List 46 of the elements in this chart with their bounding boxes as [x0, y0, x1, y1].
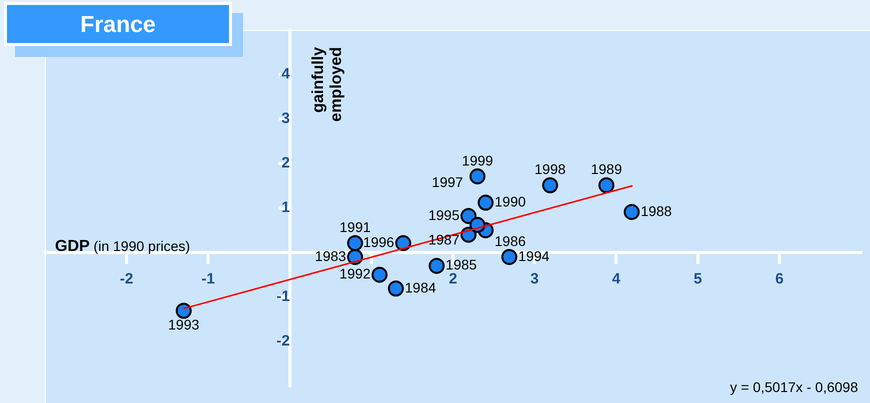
point [469, 168, 486, 184]
point [176, 302, 192, 319]
annotation: 1988 [640, 202, 672, 219]
annotation: 1998 [534, 161, 566, 178]
annotation: 1983 [314, 248, 346, 264]
x-tick-label: 5 [694, 270, 702, 288]
annotation: 1985 [446, 256, 478, 273]
x-tick-label: 6 [775, 270, 784, 288]
annotation: y = 0,5017x - 0,6098 [730, 379, 858, 395]
y-tick-label: 1 [281, 199, 290, 216]
annotation: 1992 [339, 266, 371, 282]
annotation: 1995 [428, 206, 460, 223]
y-tick-label: -2 [276, 332, 290, 350]
annotation: 1989 [590, 161, 622, 178]
annotation: 1986 [494, 233, 526, 250]
x-tick-label: -1 [202, 270, 215, 288]
y-tick-label: 2 [281, 154, 290, 172]
point [428, 258, 445, 274]
point [598, 177, 614, 194]
chart-title: France [7, 5, 229, 43]
annotation: 1999 [462, 152, 494, 168]
x-axis-title: GDP (in 1990 prices) [55, 238, 190, 255]
x-tick-label: 4 [612, 270, 622, 288]
annotation: 1996 [363, 234, 394, 250]
y-tick-label: 4 [281, 66, 290, 83]
x-tick-label: 3 [530, 270, 539, 288]
point [478, 194, 494, 211]
point [372, 266, 388, 283]
annotation: 1993 [168, 316, 200, 333]
point [388, 280, 404, 297]
point [395, 235, 412, 252]
y-tick-label: 3 [281, 110, 290, 128]
annotation: 1991 [340, 219, 371, 236]
point [624, 204, 640, 220]
point [460, 208, 477, 224]
point [347, 235, 364, 252]
annotation: 1984 [404, 279, 436, 296]
y-tick-label: -1 [276, 288, 290, 306]
annotation: 1997 [432, 174, 464, 190]
point [542, 177, 558, 194]
x-tick-label: 2 [448, 270, 458, 288]
annotation: 1994 [518, 248, 550, 264]
annotation: 1990 [494, 194, 526, 210]
point [501, 248, 518, 265]
x-tick-label: -2 [120, 270, 134, 288]
y-axis-title: gainfully employed [310, 46, 345, 122]
